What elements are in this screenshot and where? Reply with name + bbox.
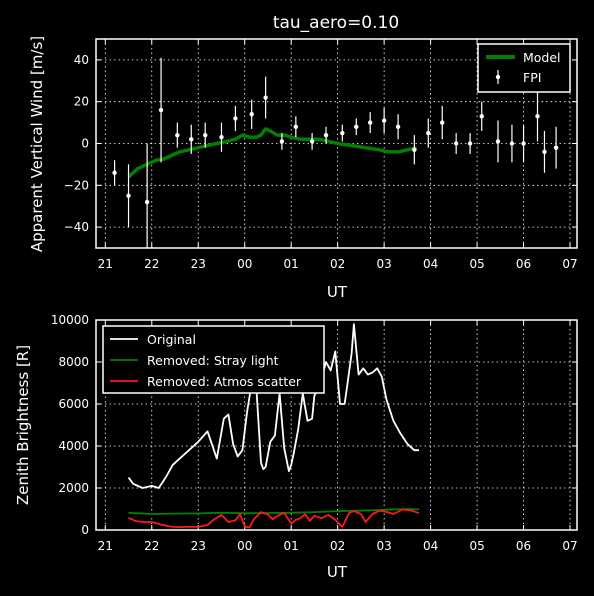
fpi-point bbox=[279, 139, 285, 144]
fpi-point bbox=[367, 120, 373, 125]
fpi-point bbox=[381, 118, 387, 123]
fpi-point bbox=[412, 147, 417, 152]
fpi-point bbox=[479, 114, 484, 119]
fpi-point bbox=[495, 139, 501, 144]
fpi-point bbox=[509, 141, 515, 146]
wind-x-tick-label: 04 bbox=[423, 257, 438, 271]
wind-chart-title: tau_aero=0.10 bbox=[273, 13, 399, 33]
wind-x-tick-label: 00 bbox=[237, 257, 252, 271]
brightness-y-tick-label: 6000 bbox=[58, 397, 89, 411]
wind-plot-frame bbox=[95, 38, 578, 249]
brightness-y-axis-label: Zenith Brightness [R] bbox=[14, 345, 32, 505]
legend-original-label: Original bbox=[147, 332, 196, 347]
fpi-point bbox=[219, 135, 224, 140]
wind-legend: Model FPI bbox=[477, 43, 571, 93]
wind-x-tick-label: 05 bbox=[469, 257, 484, 271]
brightness-legend: Original Removed: Stray light Removed: A… bbox=[102, 325, 325, 394]
wind-x-tick-label: 03 bbox=[376, 257, 391, 271]
fpi-point bbox=[535, 114, 540, 119]
wind-ticks: 21 22 23 00 01 02 03 04 05 06 07 −40 −20 0 20 40 bbox=[64, 39, 578, 271]
brightness-y-tick-label: 8000 bbox=[58, 355, 89, 369]
fpi-point bbox=[323, 132, 329, 138]
fpi-point bbox=[426, 130, 431, 136]
fpi-point bbox=[126, 193, 131, 198]
original-line bbox=[127, 323, 419, 489]
fpi-point bbox=[263, 95, 268, 100]
brightness-x-tick-label: 06 bbox=[516, 539, 531, 553]
fpi-point bbox=[249, 112, 254, 117]
fpi-point bbox=[453, 141, 459, 146]
fpi-point bbox=[189, 137, 194, 142]
brightness-x-axis-label: UT bbox=[327, 563, 348, 581]
brightness-x-tick-label: 00 bbox=[237, 539, 252, 553]
brightness-x-tick-label: 02 bbox=[330, 539, 345, 553]
brightness-y-tick-label: 0 bbox=[81, 523, 89, 537]
fpi-point bbox=[395, 124, 401, 129]
wind-legend-box bbox=[477, 43, 571, 93]
wind-y-tick-label: 0 bbox=[81, 137, 89, 151]
fpi-point bbox=[542, 149, 547, 155]
wind-series bbox=[112, 57, 559, 248]
brightness-x-tick-label: 04 bbox=[423, 539, 438, 553]
brightness-x-tick-label: 05 bbox=[469, 539, 484, 553]
legend-model-label: Model bbox=[523, 50, 561, 65]
removed-atmos-scatter-line bbox=[128, 508, 420, 529]
fpi-point bbox=[112, 170, 117, 175]
wind-panel: 21 22 23 00 01 02 03 04 05 06 07 −40 −20 0 20 40 tau_ae… bbox=[28, 13, 578, 301]
wind-y-tick-label: −40 bbox=[64, 220, 89, 234]
fpi-point bbox=[144, 199, 150, 205]
wind-x-tick-label: 22 bbox=[144, 257, 159, 271]
brightness-x-tick-label: 01 bbox=[284, 539, 299, 553]
legend-stray-light-label: Removed: Stray light bbox=[147, 353, 279, 368]
brightness-x-tick-label: 23 bbox=[191, 539, 206, 553]
wind-x-tick-label: 02 bbox=[330, 257, 345, 271]
wind-y-tick-label: −20 bbox=[64, 178, 89, 192]
brightness-legend-box bbox=[102, 325, 325, 394]
wind-x-tick-label: 21 bbox=[98, 257, 113, 271]
brightness-x-tick-label: 22 bbox=[144, 539, 159, 553]
wind-y-tick-label: 20 bbox=[74, 95, 89, 109]
fpi-point bbox=[521, 141, 526, 146]
brightness-x-tick-label: 21 bbox=[98, 539, 113, 553]
brightness-ticks: 21 22 23 00 01 02 03 04 05 06 07 0 2000 4000 6000 8000 1… bbox=[51, 313, 578, 553]
fpi-point bbox=[553, 145, 559, 150]
wind-x-axis-label: UT bbox=[327, 283, 348, 301]
fpi-point bbox=[354, 124, 359, 129]
fpi-point bbox=[203, 132, 208, 138]
fpi-point bbox=[467, 141, 473, 146]
wind-x-tick-label: 07 bbox=[562, 257, 577, 271]
brightness-panel: 21 22 23 00 01 02 03 04 05 06 07 0 2000 4000 6000 8000 1… bbox=[14, 313, 578, 581]
brightness-plot-frame bbox=[95, 319, 578, 531]
brightness-x-tick-label: 07 bbox=[562, 539, 577, 553]
brightness-y-tick-label: 4000 bbox=[58, 439, 89, 453]
fpi-point bbox=[440, 120, 445, 125]
brightness-x-tick-label: 03 bbox=[376, 539, 391, 553]
fpi-point bbox=[158, 107, 164, 113]
legend-fpi-label: FPI bbox=[523, 70, 541, 85]
brightness-y-tick-label: 2000 bbox=[58, 481, 89, 495]
fpi-point bbox=[309, 139, 315, 144]
fpi-point bbox=[293, 124, 299, 129]
fpi-point bbox=[340, 130, 345, 136]
fpi-point bbox=[175, 132, 180, 138]
wind-y-axis-label: Apparent Vertical Wind [m/s] bbox=[28, 36, 46, 252]
wind-x-tick-label: 01 bbox=[284, 257, 299, 271]
wind-x-tick-label: 06 bbox=[516, 257, 531, 271]
legend-atmos-scatter-label: Removed: Atmos scatter bbox=[147, 374, 302, 389]
wind-y-tick-label: 40 bbox=[74, 53, 89, 67]
brightness-y-tick-label: 10000 bbox=[51, 313, 89, 327]
brightness-series bbox=[127, 323, 420, 529]
model-line bbox=[127, 127, 418, 179]
wind-x-tick-label: 23 bbox=[191, 257, 206, 271]
fpi-point bbox=[233, 116, 238, 121]
legend-fpi-marker bbox=[495, 74, 501, 80]
